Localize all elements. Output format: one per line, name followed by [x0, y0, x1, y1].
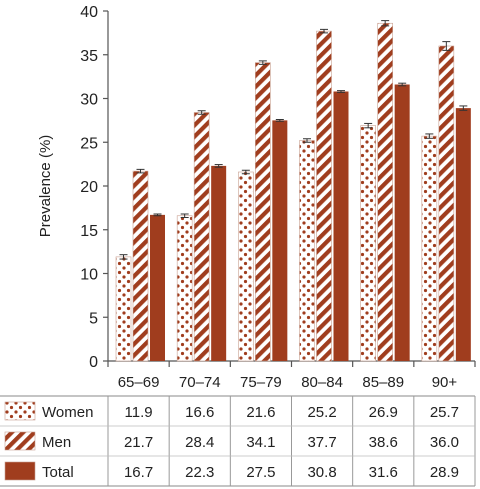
- error-bar: [442, 41, 451, 51]
- y-tick-label: 25: [80, 135, 98, 152]
- bar-men: [255, 62, 271, 362]
- error-bar: [425, 133, 434, 139]
- error-bar: [303, 138, 311, 143]
- y-tick-label: 20: [80, 179, 98, 196]
- error-bar: [214, 164, 223, 168]
- table-cell: 27.5: [246, 464, 275, 481]
- bar-total: [150, 214, 165, 361]
- x-tick-label: 90+: [432, 374, 458, 391]
- table-cell: 21.6: [246, 404, 275, 421]
- error-bar: [398, 82, 407, 87]
- y-tick-label: 30: [80, 92, 98, 109]
- y-tick-label: 5: [89, 310, 98, 327]
- y-tick-label: 35: [80, 48, 98, 65]
- bar-men: [377, 22, 393, 362]
- table-row-total: Total 16.7 22.3 27.5 30.8 31.6 28.9: [0, 455, 475, 481]
- table-cell: 34.1: [246, 434, 275, 451]
- legend-label-total: Total: [42, 464, 74, 481]
- table-cell: 37.7: [307, 434, 336, 451]
- x-tick-label: 80–84: [301, 374, 343, 391]
- bar-total: [211, 165, 227, 361]
- y-axis-title: Prevalence (%): [37, 135, 54, 238]
- error-bar: [258, 60, 267, 65]
- x-tick-label: 85–89: [362, 374, 404, 391]
- error-bar: [119, 254, 128, 260]
- error-bar: [136, 168, 145, 174]
- error-bar: [153, 213, 162, 217]
- error-bar: [241, 169, 250, 175]
- y-tick-label: 40: [80, 4, 98, 21]
- bar-women: [421, 135, 438, 362]
- bar-total: [455, 108, 471, 361]
- table-cell: 25.7: [430, 404, 459, 421]
- bar-total: [272, 120, 288, 361]
- error-bar: [197, 110, 206, 115]
- error-bar: [364, 122, 373, 129]
- table-cell: 22.3: [185, 464, 214, 481]
- table-cell: 11.9: [125, 404, 153, 421]
- legend-swatch-total: [4, 461, 36, 481]
- bar-total: [333, 91, 349, 361]
- bar-men: [316, 30, 332, 362]
- bar-women: [238, 171, 254, 362]
- bar-men: [438, 45, 455, 362]
- table-cell: 25.2: [307, 404, 336, 421]
- table-row-women: Women 11.9 16.6 21.6 25.2 26.9 25.7: [4, 401, 459, 421]
- bar-women: [115, 256, 132, 362]
- legend-swatch-women: [4, 401, 36, 421]
- table-cell: 21.7: [124, 434, 153, 451]
- y-tick-label: 15: [80, 223, 98, 240]
- y-tick-label: 0: [89, 354, 98, 371]
- table-cell: 16.7: [124, 464, 153, 481]
- bar-women: [299, 140, 315, 362]
- bar-total: [394, 84, 410, 361]
- error-bar: [275, 119, 284, 122]
- bar-men: [193, 112, 210, 362]
- x-axis: 65–69 70–74 75–79 80–84 85–89 90+: [107, 360, 476, 391]
- error-bar: [381, 20, 390, 27]
- error-bar: [180, 213, 189, 218]
- table-cell: 16.6: [185, 404, 214, 421]
- table-cell: 28.9: [430, 464, 459, 481]
- bar-women: [176, 215, 193, 362]
- table-cell: 26.9: [369, 404, 398, 421]
- error-bar: [459, 105, 468, 111]
- table-cell: 28.4: [185, 434, 214, 451]
- x-tick-label: 65–69: [118, 374, 160, 391]
- data-table: Women 11.9 16.6 21.6 25.2 26.9 25.7 Men 21.7 28.4…: [0, 395, 476, 487]
- x-tick-label: 70–74: [179, 374, 221, 391]
- error-bar: [337, 90, 345, 93]
- bar-women: [360, 125, 376, 362]
- legend-label-women: Women: [42, 404, 93, 421]
- table-cell: 36.0: [430, 434, 459, 451]
- error-bar: [320, 28, 328, 34]
- legend-swatch-men: [4, 431, 36, 451]
- table-row-men: Men 21.7 28.4 34.1 37.7 38.6 36.0: [0, 425, 475, 451]
- y-axis: 0 5 10 15 20 25 30 35 40: [80, 4, 109, 371]
- y-tick-label: 10: [80, 267, 98, 284]
- legend-label-men: Men: [42, 434, 71, 451]
- table-cell: 31.6: [369, 464, 398, 481]
- table-cell: 30.8: [307, 464, 336, 481]
- x-tick-label: 75–79: [240, 374, 282, 391]
- bar-men: [132, 170, 149, 362]
- table-cell: 38.6: [369, 434, 398, 451]
- bars: [115, 20, 471, 362]
